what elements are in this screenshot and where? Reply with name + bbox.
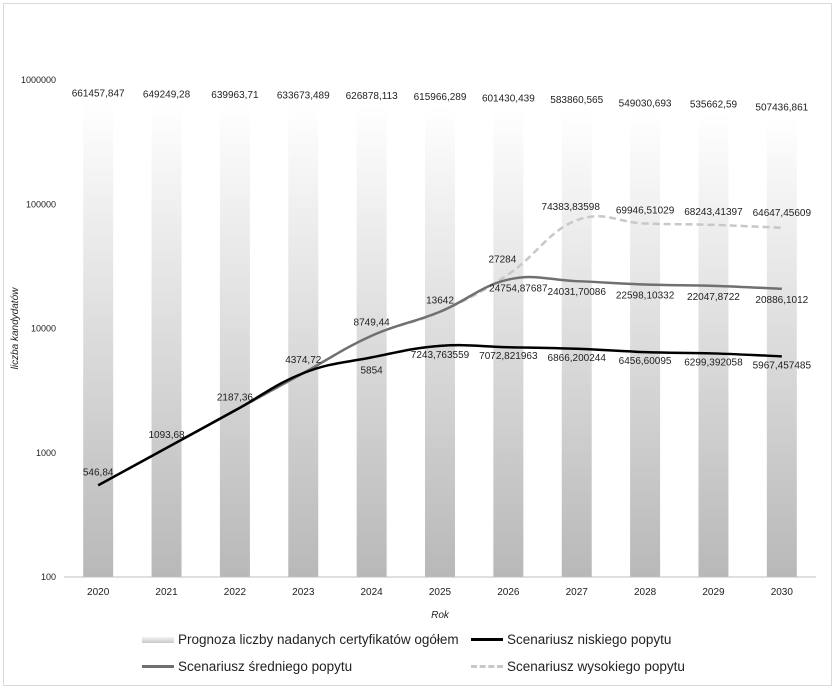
x-tick-label-2022: 2022 bbox=[224, 587, 247, 598]
x-tick-label-2028: 2028 bbox=[634, 587, 657, 598]
y-tick-label-100: 100 bbox=[41, 572, 56, 582]
point-label-high-2023: 4374,72 bbox=[285, 355, 322, 366]
point-label-low-2026: 7072,821963 bbox=[479, 351, 538, 362]
bar-label-2022: 639963,71 bbox=[211, 90, 259, 101]
y-tick-label-10000: 10000 bbox=[31, 324, 56, 334]
bar-2021 bbox=[152, 103, 182, 577]
point-label-low-2028: 6456,60095 bbox=[619, 356, 672, 367]
bar-label-2029: 535662,59 bbox=[690, 100, 738, 111]
x-tick-label-2030: 2030 bbox=[771, 587, 794, 598]
point-label-high-2021: 1093,68 bbox=[148, 430, 185, 441]
x-tick-label-2029: 2029 bbox=[702, 587, 725, 598]
x-tick-label-2027: 2027 bbox=[566, 587, 589, 598]
y-tick-label-100000: 100000 bbox=[26, 199, 56, 209]
point-label-low-2030: 5967,457485 bbox=[753, 360, 812, 371]
x-tick-label-2024: 2024 bbox=[361, 587, 384, 598]
bar-label-2021: 649249,28 bbox=[143, 89, 191, 100]
point-label-high-2022: 2187,36 bbox=[217, 393, 254, 404]
point-label-high-2020: 546,84 bbox=[83, 467, 114, 478]
point-label-mid-2030: 20886,1012 bbox=[755, 295, 808, 306]
y-tick-label-1000: 1000 bbox=[36, 448, 56, 458]
bar-2023 bbox=[288, 105, 318, 577]
point-label-low-2024: 5854 bbox=[361, 365, 384, 376]
point-label-mid-2026: 24754,87687 bbox=[489, 284, 548, 295]
x-tick-label-2023: 2023 bbox=[292, 587, 315, 598]
point-label-low-2027: 6866,200244 bbox=[548, 353, 607, 364]
bar-2028 bbox=[630, 112, 660, 577]
x-tick-label-2020: 2020 bbox=[87, 587, 110, 598]
bar-2020 bbox=[83, 102, 113, 577]
bars-layer bbox=[83, 102, 797, 577]
point-label-low-2029: 6299,392058 bbox=[684, 357, 743, 368]
bar-2025 bbox=[425, 106, 455, 577]
point-label-high-2027: 74383,83598 bbox=[542, 202, 601, 213]
point-label-high-2030: 64647,45609 bbox=[753, 208, 812, 219]
bar-label-2024: 626878,113 bbox=[346, 91, 399, 102]
bar-label-2020: 661457,847 bbox=[72, 88, 125, 99]
bar-label-2023: 633673,489 bbox=[277, 91, 330, 102]
bar-label-2028: 549030,693 bbox=[619, 98, 672, 109]
y-axis-title: liczba kandydatów bbox=[10, 287, 21, 369]
point-label-high-2025: 13642 bbox=[426, 296, 454, 307]
x-axis-title: Rok bbox=[431, 610, 450, 621]
point-label-mid-2029: 22047,8722 bbox=[687, 292, 740, 303]
bar-2030 bbox=[767, 117, 797, 577]
point-label-high-2029: 68243,41397 bbox=[684, 207, 743, 218]
point-label-high-2028: 69946,51029 bbox=[616, 206, 675, 217]
point-label-high-2024: 8749,44 bbox=[354, 318, 391, 329]
x-tick-label-2026: 2026 bbox=[497, 587, 520, 598]
bar-label-2026: 601430,439 bbox=[482, 93, 535, 104]
point-label-mid-2028: 22598,10332 bbox=[616, 291, 675, 302]
bar-2029 bbox=[698, 114, 728, 577]
x-tick-label-2021: 2021 bbox=[155, 587, 178, 598]
bar-2027 bbox=[562, 109, 592, 577]
bar-label-2030: 507436,861 bbox=[755, 103, 808, 114]
point-label-high-2026: 27284 bbox=[488, 254, 516, 265]
point-label-mid-2027: 24031,70086 bbox=[548, 287, 607, 298]
bar-label-2027: 583860,565 bbox=[550, 95, 603, 106]
bar-2026 bbox=[493, 107, 523, 577]
x-tick-label-2025: 2025 bbox=[429, 587, 452, 598]
bar-2022 bbox=[220, 104, 250, 577]
point-label-low-2025: 7243,763559 bbox=[411, 350, 470, 361]
bar-label-2025: 615966,289 bbox=[414, 92, 467, 103]
y-tick-label-1000000: 1000000 bbox=[21, 75, 56, 85]
